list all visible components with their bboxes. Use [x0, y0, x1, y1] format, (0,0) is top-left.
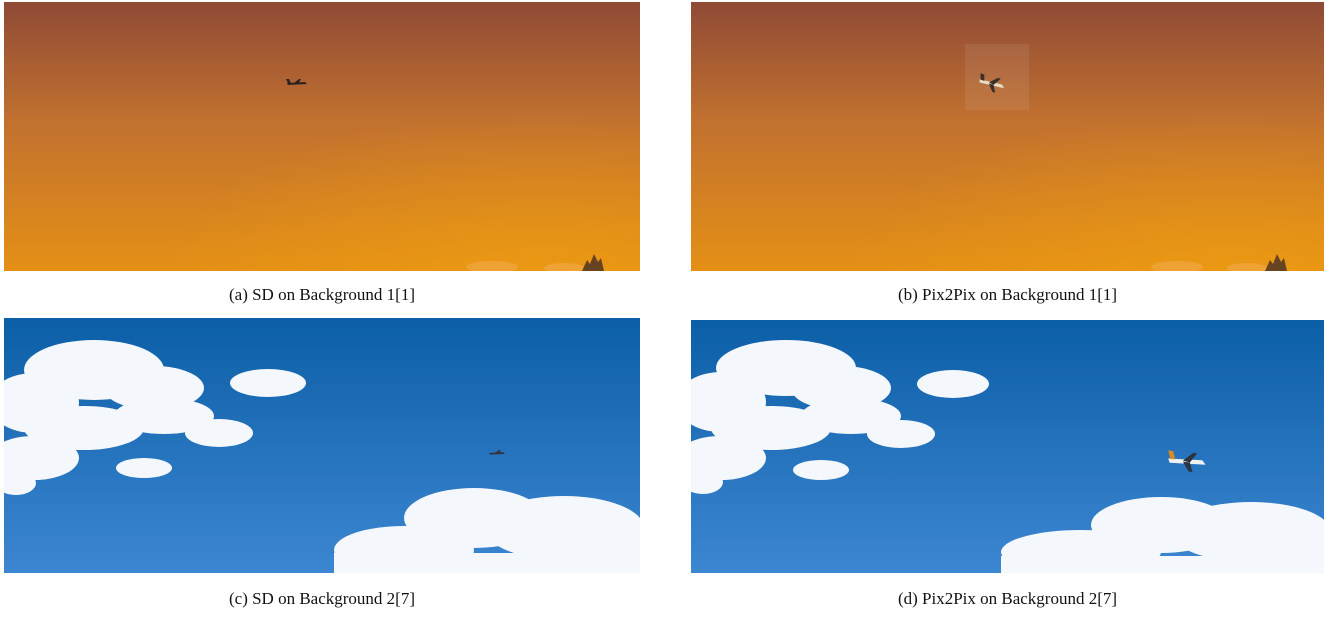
cloud-cluster-left [691, 340, 989, 494]
caption-c: (c) SD on Background 2[7] [228, 589, 415, 608]
panel-b-image [691, 2, 1324, 271]
airplane-icon [979, 73, 1005, 93]
caption-a: (a) SD on Background 1[1] [228, 285, 415, 304]
panel-c-image [4, 318, 640, 573]
edit-patch [965, 44, 1029, 110]
caption-d: (d) Pix2Pix on Background 2[7] [897, 589, 1118, 608]
caption-b: (b) Pix2Pix on Background 1[1] [897, 285, 1118, 304]
panel-d-image [691, 320, 1324, 573]
cloud-cluster-left [4, 340, 306, 495]
airplane-icon [286, 79, 307, 85]
airplane-icon [489, 450, 505, 455]
cloud-cluster-bottom-right [1001, 497, 1324, 573]
panel-a-image [4, 2, 640, 271]
treetop-silhouette [466, 261, 584, 271]
cloud-cluster-bottom-right [334, 488, 640, 573]
airplane-icon [1168, 450, 1206, 473]
